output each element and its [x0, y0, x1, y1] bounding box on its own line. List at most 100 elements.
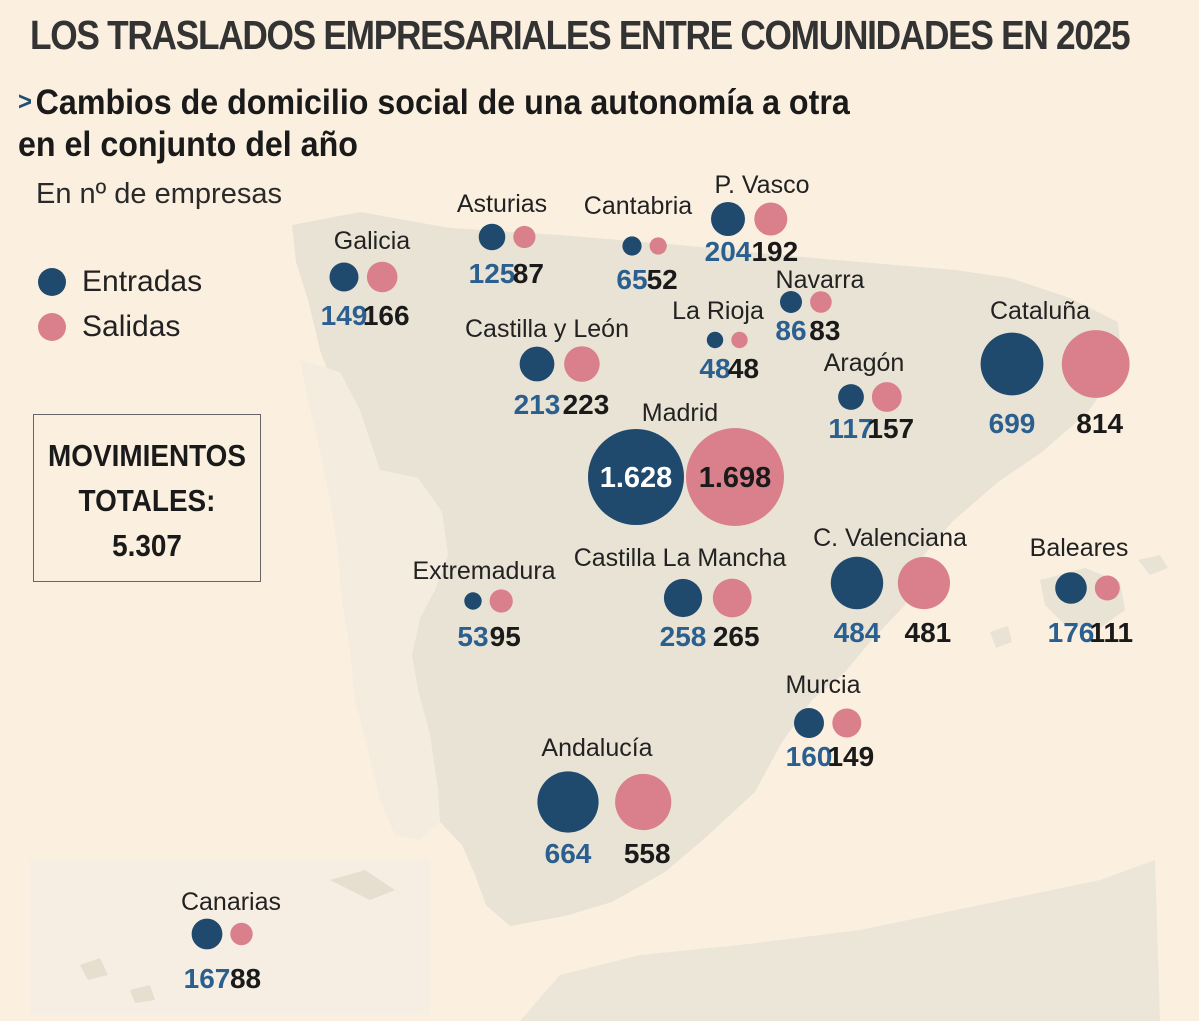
legend-entradas-label: Entradas	[82, 265, 203, 298]
canarias-islands	[80, 870, 395, 1003]
entradas-value: 48	[699, 353, 730, 384]
salidas-value: 166	[363, 300, 410, 331]
region-extremadura: Extremadura 53 95	[412, 557, 555, 652]
salidas-value: 481	[905, 617, 952, 648]
region-label: Canarias	[181, 888, 281, 916]
entradas-value: 213	[514, 389, 561, 420]
region-andalucia: Andalucía 664 558	[537, 734, 672, 869]
salidas-value: 87	[513, 258, 544, 289]
salidas-value: 558	[624, 838, 671, 869]
legend-salidas-swatch	[38, 313, 66, 341]
salidas-circle	[1094, 575, 1120, 601]
page-title: LOS TRASLADOS EMPRESARIALES ENTRE COMUNI…	[30, 12, 1131, 58]
entradas-circle	[980, 332, 1044, 396]
legend-salidas-label: Salidas	[82, 310, 181, 343]
salidas-circle	[731, 331, 748, 349]
region-cataluna: Cataluña 699 814	[980, 297, 1130, 439]
salidas-value: 48	[728, 353, 759, 384]
entradas-circle	[464, 592, 482, 610]
legend-salidas: Salidas	[38, 310, 180, 344]
entradas-value: 167	[184, 963, 231, 994]
region-label: La Rioja	[672, 297, 764, 325]
region-castilla-la-mancha: Castilla La Mancha 258 265	[574, 544, 787, 652]
region-label: Madrid	[642, 399, 718, 427]
region-label: Andalucía	[541, 734, 652, 762]
ibiza-land	[990, 626, 1012, 648]
region-label: Cataluña	[990, 297, 1090, 325]
region-canarias: Canarias 167 88	[181, 888, 281, 994]
totals-value: 5.307	[112, 528, 182, 563]
salidas-circle	[832, 708, 862, 738]
entradas-value: 149	[321, 300, 368, 331]
salidas-circle	[1061, 330, 1130, 398]
entradas-circle	[622, 236, 642, 256]
entradas-circle	[329, 262, 359, 292]
salidas-value: 83	[809, 315, 840, 346]
salidas-circle	[810, 291, 832, 313]
salidas-value: 157	[867, 413, 914, 444]
entradas-value: 125	[469, 258, 516, 289]
salidas-value: 223	[563, 389, 610, 420]
entradas-value: 53	[457, 621, 488, 652]
region-label: Cantabria	[584, 192, 692, 220]
entradas-circle	[663, 578, 703, 618]
salidas-value: 1.698	[699, 462, 772, 494]
region-label: Castilla La Mancha	[574, 544, 787, 572]
entradas-value: 86	[775, 315, 806, 346]
subtitle: > Cambios de domicilio social de una auto…	[18, 82, 850, 166]
region-navarra: Navarra 86 83	[775, 266, 864, 346]
entradas-value: 258	[660, 621, 707, 652]
region-label: Aragón	[824, 349, 905, 377]
entradas-value: 65	[616, 264, 647, 295]
region-label: C. Valenciana	[813, 524, 967, 552]
salidas-value: 814	[1076, 408, 1123, 439]
salidas-circle	[615, 773, 672, 831]
entradas-circle	[1055, 572, 1087, 604]
entradas-value: 699	[989, 408, 1036, 439]
entradas-value: 204	[705, 236, 752, 267]
subtitle-line-2: en el conjunto del año	[18, 125, 358, 164]
entradas-circle	[537, 771, 599, 833]
subtitle-line-1: Cambios de domicilio social de una auton…	[35, 83, 850, 122]
entradas-value: 160	[786, 741, 833, 772]
region-label: Extremadura	[412, 557, 555, 585]
salidas-circle	[230, 922, 253, 946]
entradas-circle	[478, 223, 506, 251]
africa-land	[520, 860, 1160, 1021]
subtitle-marker: >	[18, 86, 32, 116]
salidas-value: 149	[827, 741, 874, 772]
entradas-value: 664	[545, 838, 592, 869]
salidas-circle	[513, 225, 536, 249]
salidas-circle	[686, 428, 784, 526]
region-label: Castilla y León	[465, 315, 629, 343]
entradas-circle	[711, 202, 745, 236]
entradas-value: 176	[1048, 617, 1095, 648]
legend-entradas-swatch	[38, 268, 66, 296]
salidas-circle	[649, 237, 667, 255]
salidas-value: 52	[647, 264, 678, 295]
entradas-value: 484	[834, 617, 881, 648]
entradas-circle	[706, 331, 724, 349]
region-label: Asturias	[457, 190, 547, 218]
salidas-circle	[897, 556, 951, 610]
region-castilla-y-leon: Castilla y León 213 223	[465, 315, 629, 420]
salidas-circle	[712, 578, 752, 618]
region-cantabria: Cantabria 65 52	[584, 192, 692, 295]
salidas-circle	[489, 589, 513, 613]
region-label: Baleares	[1030, 534, 1129, 562]
salidas-circle	[754, 202, 788, 236]
peninsula-land	[292, 212, 1122, 926]
menorca-land	[1138, 555, 1168, 575]
unit-label: En nº de empresas	[36, 178, 282, 210]
region-p-vasco: P. Vasco 204 192	[705, 171, 810, 267]
salidas-value: 265	[713, 621, 760, 652]
entradas-circle	[794, 708, 824, 738]
entradas-circle	[780, 291, 802, 313]
entradas-circle	[519, 346, 555, 382]
totals-line-2: TOTALES:	[78, 483, 216, 518]
